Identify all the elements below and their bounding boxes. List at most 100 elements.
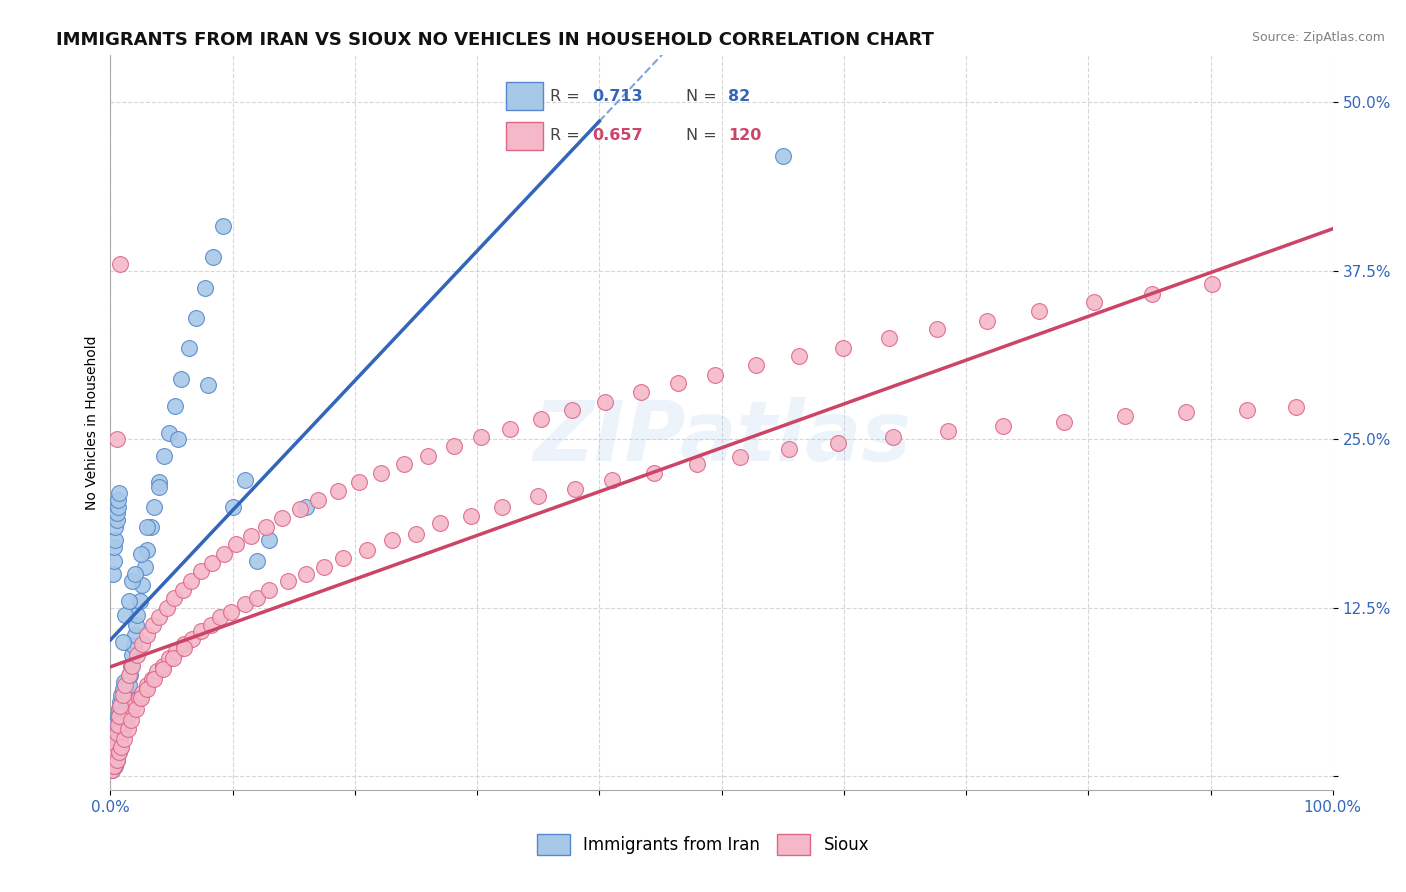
Point bbox=[686, 457, 709, 471]
Point bbox=[165, 644, 187, 658]
Point bbox=[105, 739, 128, 754]
Point bbox=[1053, 415, 1076, 429]
Point bbox=[101, 567, 124, 582]
Point bbox=[259, 583, 281, 598]
Point bbox=[114, 607, 136, 622]
Point bbox=[429, 516, 451, 530]
Point bbox=[460, 509, 482, 524]
Point bbox=[148, 479, 170, 493]
Point bbox=[157, 425, 180, 440]
Point bbox=[976, 314, 998, 328]
Point bbox=[128, 594, 150, 608]
Point bbox=[143, 673, 166, 687]
Point bbox=[101, 749, 124, 764]
Point bbox=[561, 402, 583, 417]
Point bbox=[105, 753, 128, 767]
Point bbox=[332, 551, 354, 566]
Point bbox=[418, 449, 440, 463]
Point bbox=[121, 658, 143, 673]
Point bbox=[212, 547, 235, 561]
Point bbox=[295, 500, 318, 514]
Point bbox=[246, 591, 269, 606]
Point bbox=[307, 493, 329, 508]
Point bbox=[125, 618, 148, 632]
Point bbox=[240, 529, 263, 543]
Point bbox=[925, 322, 948, 336]
Point bbox=[142, 618, 165, 632]
Y-axis label: No Vehicles in Household: No Vehicles in Household bbox=[86, 335, 100, 509]
Point bbox=[148, 610, 170, 624]
Point bbox=[124, 628, 146, 642]
Point bbox=[530, 412, 553, 426]
Point bbox=[153, 449, 176, 463]
Point bbox=[728, 450, 751, 464]
Point bbox=[108, 739, 131, 754]
Point bbox=[143, 500, 166, 514]
Point bbox=[105, 753, 128, 767]
Point bbox=[131, 686, 153, 700]
Point bbox=[104, 722, 127, 736]
Point bbox=[666, 376, 689, 390]
Point bbox=[157, 650, 180, 665]
Point bbox=[124, 567, 146, 582]
Point bbox=[405, 526, 427, 541]
Point bbox=[595, 394, 617, 409]
Point bbox=[131, 578, 153, 592]
Point bbox=[104, 520, 127, 534]
Point bbox=[100, 756, 122, 770]
Point bbox=[108, 699, 131, 714]
Point bbox=[108, 708, 131, 723]
Point bbox=[139, 520, 162, 534]
Point bbox=[104, 758, 127, 772]
Point bbox=[115, 695, 138, 709]
Point bbox=[1285, 400, 1308, 414]
Text: ZIPatlas: ZIPatlas bbox=[533, 397, 911, 478]
Point bbox=[630, 385, 652, 400]
Point bbox=[600, 473, 623, 487]
Point bbox=[105, 507, 128, 521]
Point bbox=[105, 513, 128, 527]
Point bbox=[148, 475, 170, 490]
Point bbox=[745, 358, 768, 372]
Point bbox=[105, 433, 128, 447]
Point bbox=[259, 533, 281, 548]
Text: IMMIGRANTS FROM IRAN VS SIOUX NO VEHICLES IN HOUSEHOLD CORRELATION CHART: IMMIGRANTS FROM IRAN VS SIOUX NO VEHICLE… bbox=[56, 31, 934, 49]
Point bbox=[104, 736, 127, 750]
Point bbox=[108, 731, 131, 746]
Point bbox=[121, 702, 143, 716]
Point bbox=[882, 430, 904, 444]
Point bbox=[270, 510, 292, 524]
Point bbox=[114, 678, 136, 692]
Point bbox=[288, 502, 311, 516]
Point bbox=[111, 718, 134, 732]
Point bbox=[103, 554, 125, 568]
Point bbox=[212, 219, 235, 234]
Point bbox=[103, 540, 125, 554]
Point bbox=[104, 533, 127, 548]
Point bbox=[166, 433, 188, 447]
Point bbox=[100, 763, 122, 777]
Point bbox=[136, 520, 159, 534]
Point bbox=[129, 547, 152, 561]
Point bbox=[110, 739, 132, 754]
Point bbox=[129, 691, 152, 706]
Point bbox=[193, 281, 215, 295]
Point bbox=[122, 639, 145, 653]
Point bbox=[101, 749, 124, 764]
Point bbox=[117, 722, 139, 736]
Point bbox=[108, 702, 131, 716]
Point bbox=[101, 758, 124, 772]
Point bbox=[772, 149, 794, 163]
Point bbox=[787, 349, 810, 363]
Point bbox=[100, 763, 122, 777]
Point bbox=[156, 600, 179, 615]
Point bbox=[778, 442, 800, 456]
Point bbox=[172, 583, 194, 598]
Point bbox=[146, 664, 169, 678]
Point bbox=[1114, 409, 1136, 424]
Point bbox=[991, 418, 1014, 433]
Legend: Immigrants from Iran, Sioux: Immigrants from Iran, Sioux bbox=[530, 828, 876, 862]
Point bbox=[114, 715, 136, 730]
Point bbox=[170, 372, 193, 386]
Point bbox=[121, 574, 143, 588]
